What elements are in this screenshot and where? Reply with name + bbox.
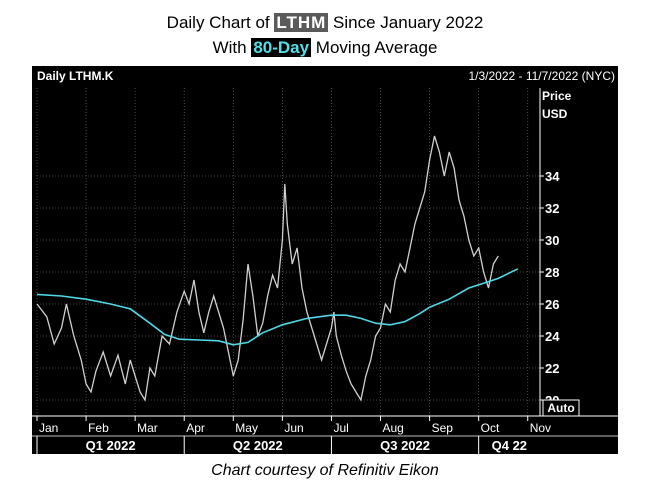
chart-title-line-2: With 80-Day Moving Average — [0, 37, 650, 59]
price-series-line — [36, 135, 499, 402]
y-tick-label: 34 — [545, 169, 560, 184]
x-tick-label: Feb — [88, 421, 109, 435]
y-tick-label: 22 — [545, 361, 559, 376]
x-tick-label: Oct — [481, 421, 500, 435]
x-tick-label: Aug — [383, 421, 404, 435]
chart-title-line-1: Daily Chart of LTHM Since January 2022 — [0, 12, 650, 34]
title-prefix: Daily Chart of — [166, 13, 275, 32]
x-tick-label: Mar — [137, 421, 158, 435]
x-tick-label: Sep — [432, 421, 454, 435]
x-tick-label: May — [235, 421, 258, 435]
chart-credit: Chart courtesy of Refinitiv Eikon — [211, 462, 439, 479]
x-tick-label: Apr — [186, 421, 205, 435]
chart-panel: Daily LTHM.K 1/3/2022 - 11/7/2022 (NYC) … — [32, 66, 618, 454]
subtitle-suffix: Moving Average — [311, 38, 438, 57]
y-tick-label: 24 — [545, 329, 560, 344]
x-tick-label: Jul — [333, 421, 348, 435]
axis-title-usd: USD — [542, 107, 568, 121]
subtitle-prefix: With — [212, 38, 252, 57]
moving-average-line — [36, 268, 519, 346]
y-tick-label: 26 — [545, 297, 559, 312]
symbol-label: Daily LTHM.K — [37, 69, 114, 83]
quarter-label: Q2 2022 — [233, 438, 283, 453]
ticker-highlight: LTHM — [274, 13, 329, 32]
axis-title-price: Price — [542, 89, 572, 103]
y-tick-label: 28 — [545, 265, 559, 280]
y-tick-label: 30 — [545, 233, 559, 248]
quarter-label: Q1 2022 — [86, 438, 136, 453]
grid-lines — [36, 88, 541, 416]
quarter-label: Q3 2022 — [380, 438, 430, 453]
y-axis-ticks: 2022242628303234 — [540, 169, 560, 408]
auto-scale-label: Auto — [547, 401, 574, 415]
date-range-label: 1/3/2022 - 11/7/2022 (NYC) — [468, 69, 615, 83]
price-chart: Daily LTHM.K 1/3/2022 - 11/7/2022 (NYC) … — [32, 69, 618, 454]
y-tick-label: 32 — [545, 201, 559, 216]
title-suffix: Since January 2022 — [328, 13, 484, 32]
x-axis: Jan Feb Mar Apr May Jun Jul Aug Sep Oct Nov Q1 2022… — [32, 415, 618, 454]
moving-average-highlight: 80-Day — [251, 38, 312, 57]
quarter-label: Q4 22 — [492, 438, 527, 453]
auto-scale-button[interactable]: Auto — [542, 399, 580, 417]
x-tick-label: Jun — [284, 421, 303, 435]
x-tick-label: Jan — [39, 421, 58, 435]
x-tick-label: Nov — [530, 421, 551, 435]
